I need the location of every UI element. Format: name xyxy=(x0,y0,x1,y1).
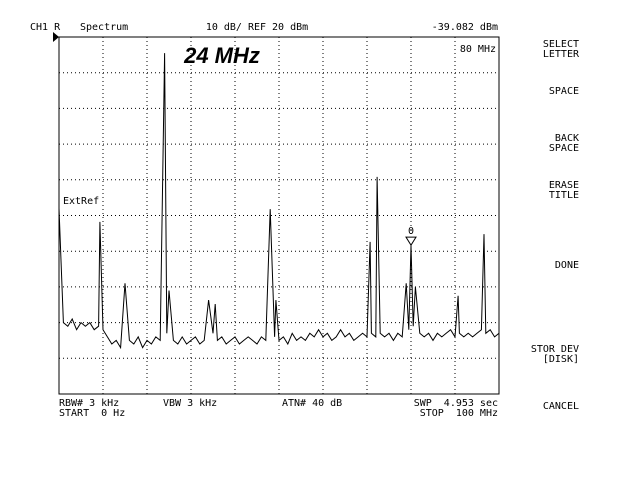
softkey-label: CANCEL xyxy=(543,401,579,412)
softkey-label: [DISK] xyxy=(543,354,579,365)
softkey-label: BACK xyxy=(555,133,579,144)
softkey-label: ERASE xyxy=(549,180,579,191)
marker-label: 0 xyxy=(408,226,414,237)
softkey-label: SELECT xyxy=(543,39,579,50)
sweep: SWP 4.953 sec xyxy=(414,398,498,409)
trace xyxy=(58,53,500,350)
mode: Spectrum xyxy=(80,22,128,33)
annotation: ExtRef xyxy=(63,196,99,207)
grid xyxy=(59,37,499,394)
scale: 10 dB/ REF 20 dBm xyxy=(206,22,308,33)
start-freq: START 0 Hz xyxy=(59,408,125,419)
softkey-label: SPACE xyxy=(549,86,579,97)
marker-readout: -39.082 dBm xyxy=(432,22,498,33)
channel: CH1 R xyxy=(30,22,61,33)
softkey-label: LETTER xyxy=(543,49,580,60)
vbw: VBW 3 kHz xyxy=(163,398,217,409)
atn: ATN# 40 dB xyxy=(282,398,342,409)
chart-title: 24 MHz xyxy=(183,43,260,68)
softkey-label: STOR DEV xyxy=(531,344,579,355)
ref-arrow xyxy=(53,32,59,42)
stop-freq: STOP 100 MHz xyxy=(420,408,498,419)
rbw: RBW# 3 kHz xyxy=(59,398,119,409)
softkey-label: SPACE xyxy=(549,143,579,154)
marker xyxy=(405,236,417,247)
marker-frequency: 80 MHz xyxy=(460,44,496,55)
softkey-label: DONE xyxy=(555,260,579,271)
softkey-label: TITLE xyxy=(549,190,579,201)
